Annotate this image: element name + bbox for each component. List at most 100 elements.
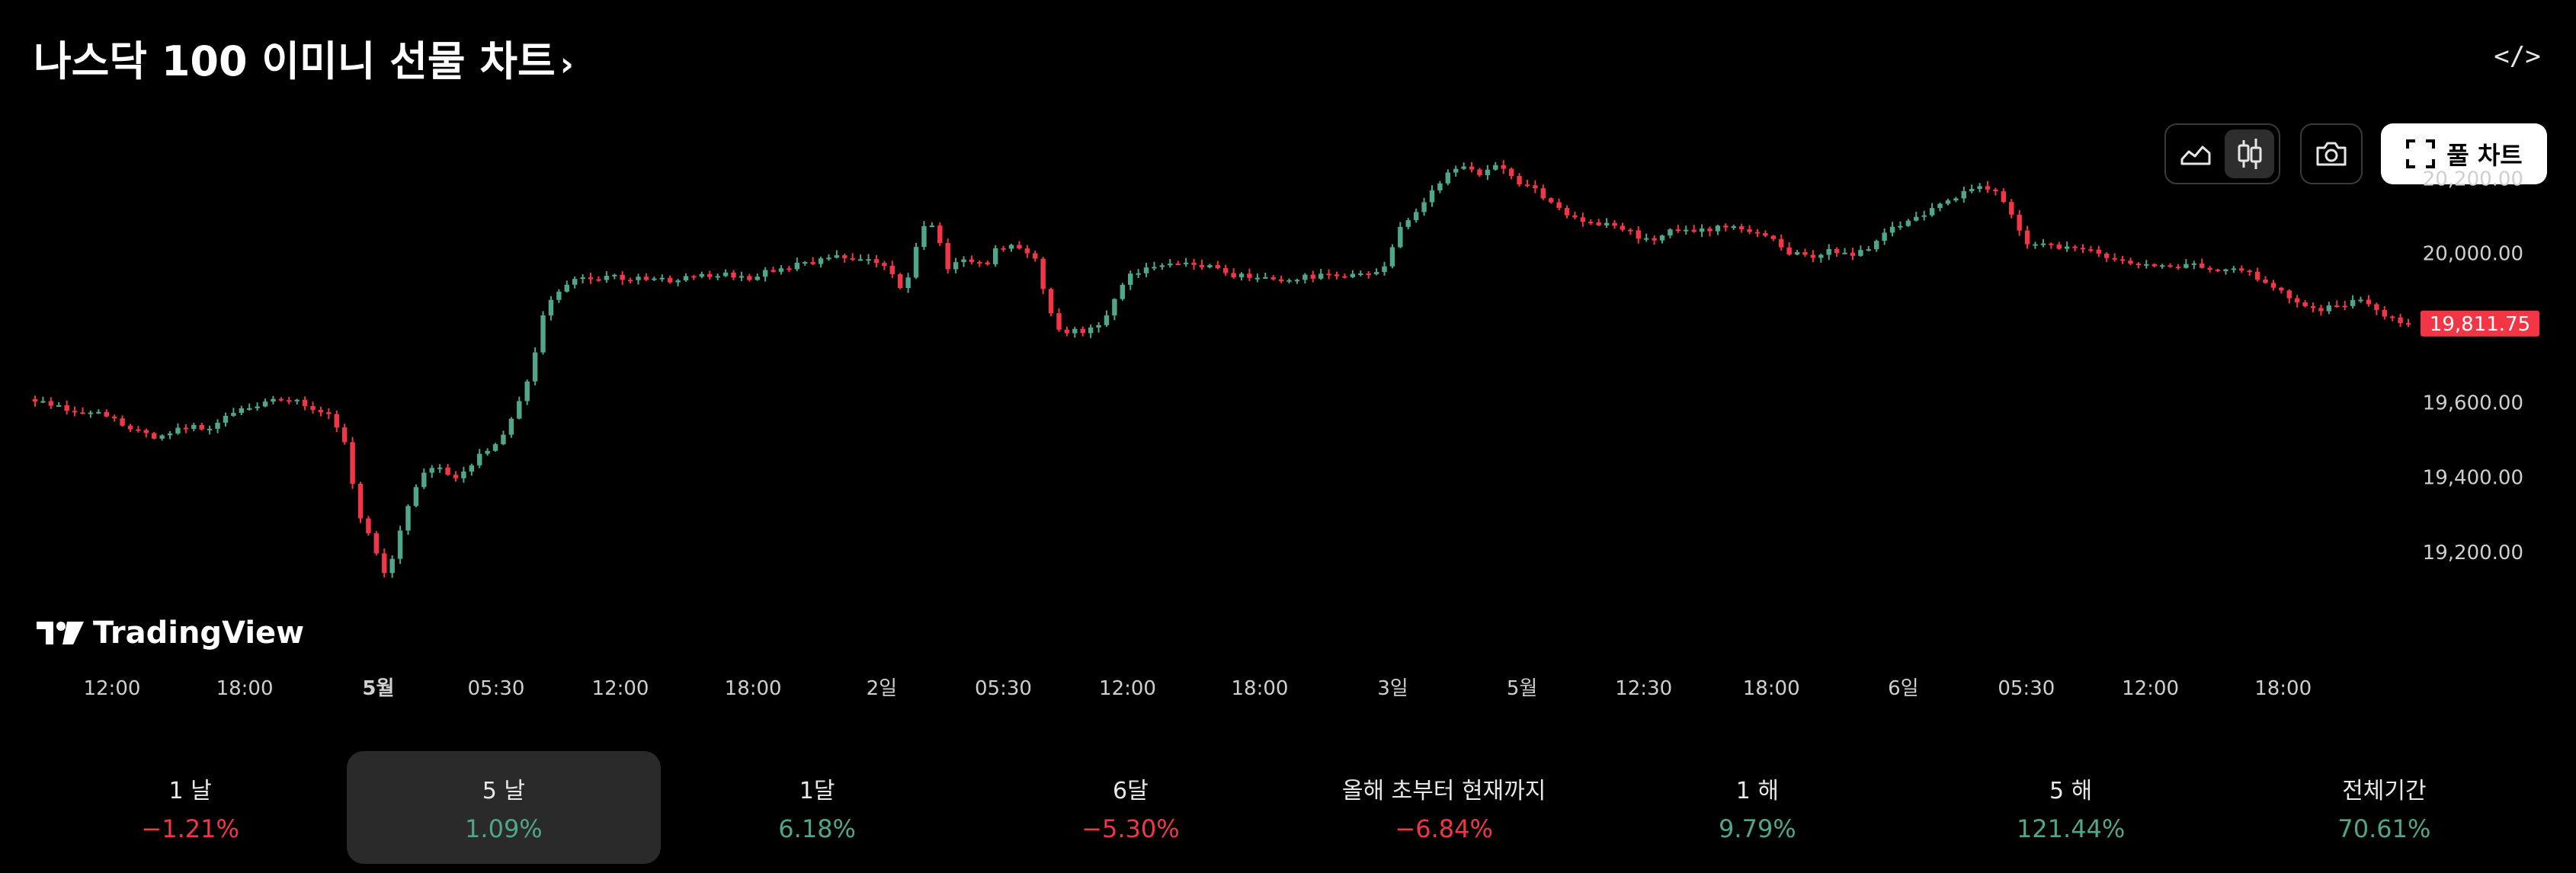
- candle: [1286, 278, 1292, 284]
- period-change-value: −5.30%: [1081, 814, 1180, 843]
- page-title-text[interactable]: 나스닥 100 이미니 선물 차트: [34, 37, 556, 85]
- period-tab[interactable]: 5 날 1.09%: [347, 751, 661, 864]
- chart-style-toggle: [2164, 123, 2280, 184]
- candle: [953, 257, 959, 273]
- candle: [1120, 283, 1126, 301]
- candle: [255, 402, 260, 411]
- period-label: 올해 초부터 현재까지: [1341, 778, 1546, 804]
- candle: [1112, 298, 1117, 321]
- candle: [96, 409, 101, 414]
- candle: [278, 397, 284, 402]
- candle: [2088, 245, 2094, 253]
- candle: [1136, 269, 1141, 279]
- candle: [246, 403, 252, 411]
- candle: [2382, 305, 2387, 320]
- candle: [1858, 245, 1863, 257]
- candle: [56, 401, 62, 408]
- period-change-value: 1.09%: [465, 814, 543, 843]
- period-change-value: −1.21%: [141, 814, 239, 843]
- period-tab[interactable]: 1 날 −1.21%: [34, 751, 347, 864]
- candle: [1533, 180, 1538, 193]
- candle: [1929, 203, 1935, 217]
- candle: [2072, 245, 2078, 252]
- candle: [80, 407, 85, 414]
- candle: [310, 401, 316, 414]
- candle: [1842, 248, 1847, 254]
- period-tab[interactable]: 5 해 121.44%: [1914, 751, 2228, 864]
- candle: [2358, 296, 2363, 303]
- tradingview-logo[interactable]: TradingView: [37, 616, 304, 651]
- candle: [1326, 269, 1331, 280]
- price-chart[interactable]: 20,200.00 20,000.00 19,600.00 19,400.00 19,2…: [0, 0, 2576, 716]
- period-tab[interactable]: 1달 6.18%: [661, 751, 974, 864]
- candle: [239, 405, 245, 415]
- candle: [350, 437, 355, 489]
- candle: [199, 422, 204, 431]
- candle: [1429, 185, 1435, 207]
- period-change-value: 70.61%: [2337, 814, 2431, 843]
- candle: [405, 504, 411, 536]
- candle: [1786, 242, 1792, 256]
- candle: [1604, 218, 1610, 228]
- candle: [485, 448, 490, 456]
- candle: [1905, 219, 1911, 227]
- candle: [461, 466, 466, 483]
- candle: [1493, 161, 1498, 171]
- candle: [88, 410, 94, 418]
- candle: [1898, 221, 1903, 230]
- candle: [2247, 269, 2252, 277]
- candle: [564, 280, 570, 293]
- candle: [1707, 226, 1713, 237]
- candle: [1993, 187, 1998, 196]
- candle: [1596, 219, 1601, 226]
- period-tab[interactable]: 1 해 9.79%: [1600, 751, 1914, 864]
- candle: [826, 254, 831, 261]
- candle: [771, 267, 776, 273]
- screenshot-button[interactable]: [2300, 123, 2363, 184]
- candle: [1738, 223, 1745, 233]
- period-tab[interactable]: 전체기간 70.61%: [2228, 751, 2541, 864]
- candle: [2239, 265, 2244, 273]
- chevron-right-icon[interactable]: ›: [559, 45, 574, 84]
- candle: [2033, 241, 2038, 249]
- candle: [262, 398, 268, 408]
- period-tab[interactable]: 6달 −5.30%: [974, 751, 1287, 864]
- x-tick-label: 2일: [867, 677, 897, 700]
- candle: [2135, 262, 2142, 269]
- x-tick-label: 05:30: [975, 677, 1032, 700]
- candle: [580, 273, 585, 284]
- period-change-value: 121.44%: [2016, 814, 2126, 843]
- candle: [1247, 268, 1252, 282]
- candle: [326, 408, 332, 420]
- embed-code-button[interactable]: </>: [2494, 41, 2541, 72]
- area-chart-button[interactable]: [2171, 130, 2220, 178]
- candle: [548, 296, 554, 321]
- candle: [1779, 234, 1784, 251]
- candle: [191, 422, 197, 432]
- candle: [517, 396, 522, 420]
- candle: [1104, 310, 1110, 328]
- page-title[interactable]: 나스닥 100 이미니 선물 차트 ›: [34, 27, 574, 88]
- candlestick-chart-button[interactable]: [2225, 130, 2274, 178]
- period-tab[interactable]: 올해 초부터 현재까지 −6.84%: [1287, 751, 1600, 864]
- candle: [2112, 253, 2117, 262]
- candle: [572, 276, 578, 289]
- candle: [992, 245, 998, 267]
- candle: [1461, 162, 1466, 170]
- candle: [2398, 313, 2403, 328]
- full-chart-label[interactable]: 풀 차트: [2446, 141, 2523, 170]
- candle: [1628, 228, 1633, 235]
- full-chart-button[interactable]: 풀 차트: [2381, 123, 2547, 184]
- candle: [1699, 224, 1705, 238]
- candle: [437, 464, 443, 473]
- candle: [302, 396, 308, 411]
- candle: [477, 449, 482, 468]
- candle: [755, 273, 760, 281]
- candle: [2024, 225, 2030, 249]
- candle: [294, 398, 300, 405]
- candle: [357, 481, 364, 523]
- candle: [636, 273, 641, 285]
- candle: [675, 279, 681, 287]
- candle: [48, 397, 54, 409]
- candle: [1421, 197, 1427, 216]
